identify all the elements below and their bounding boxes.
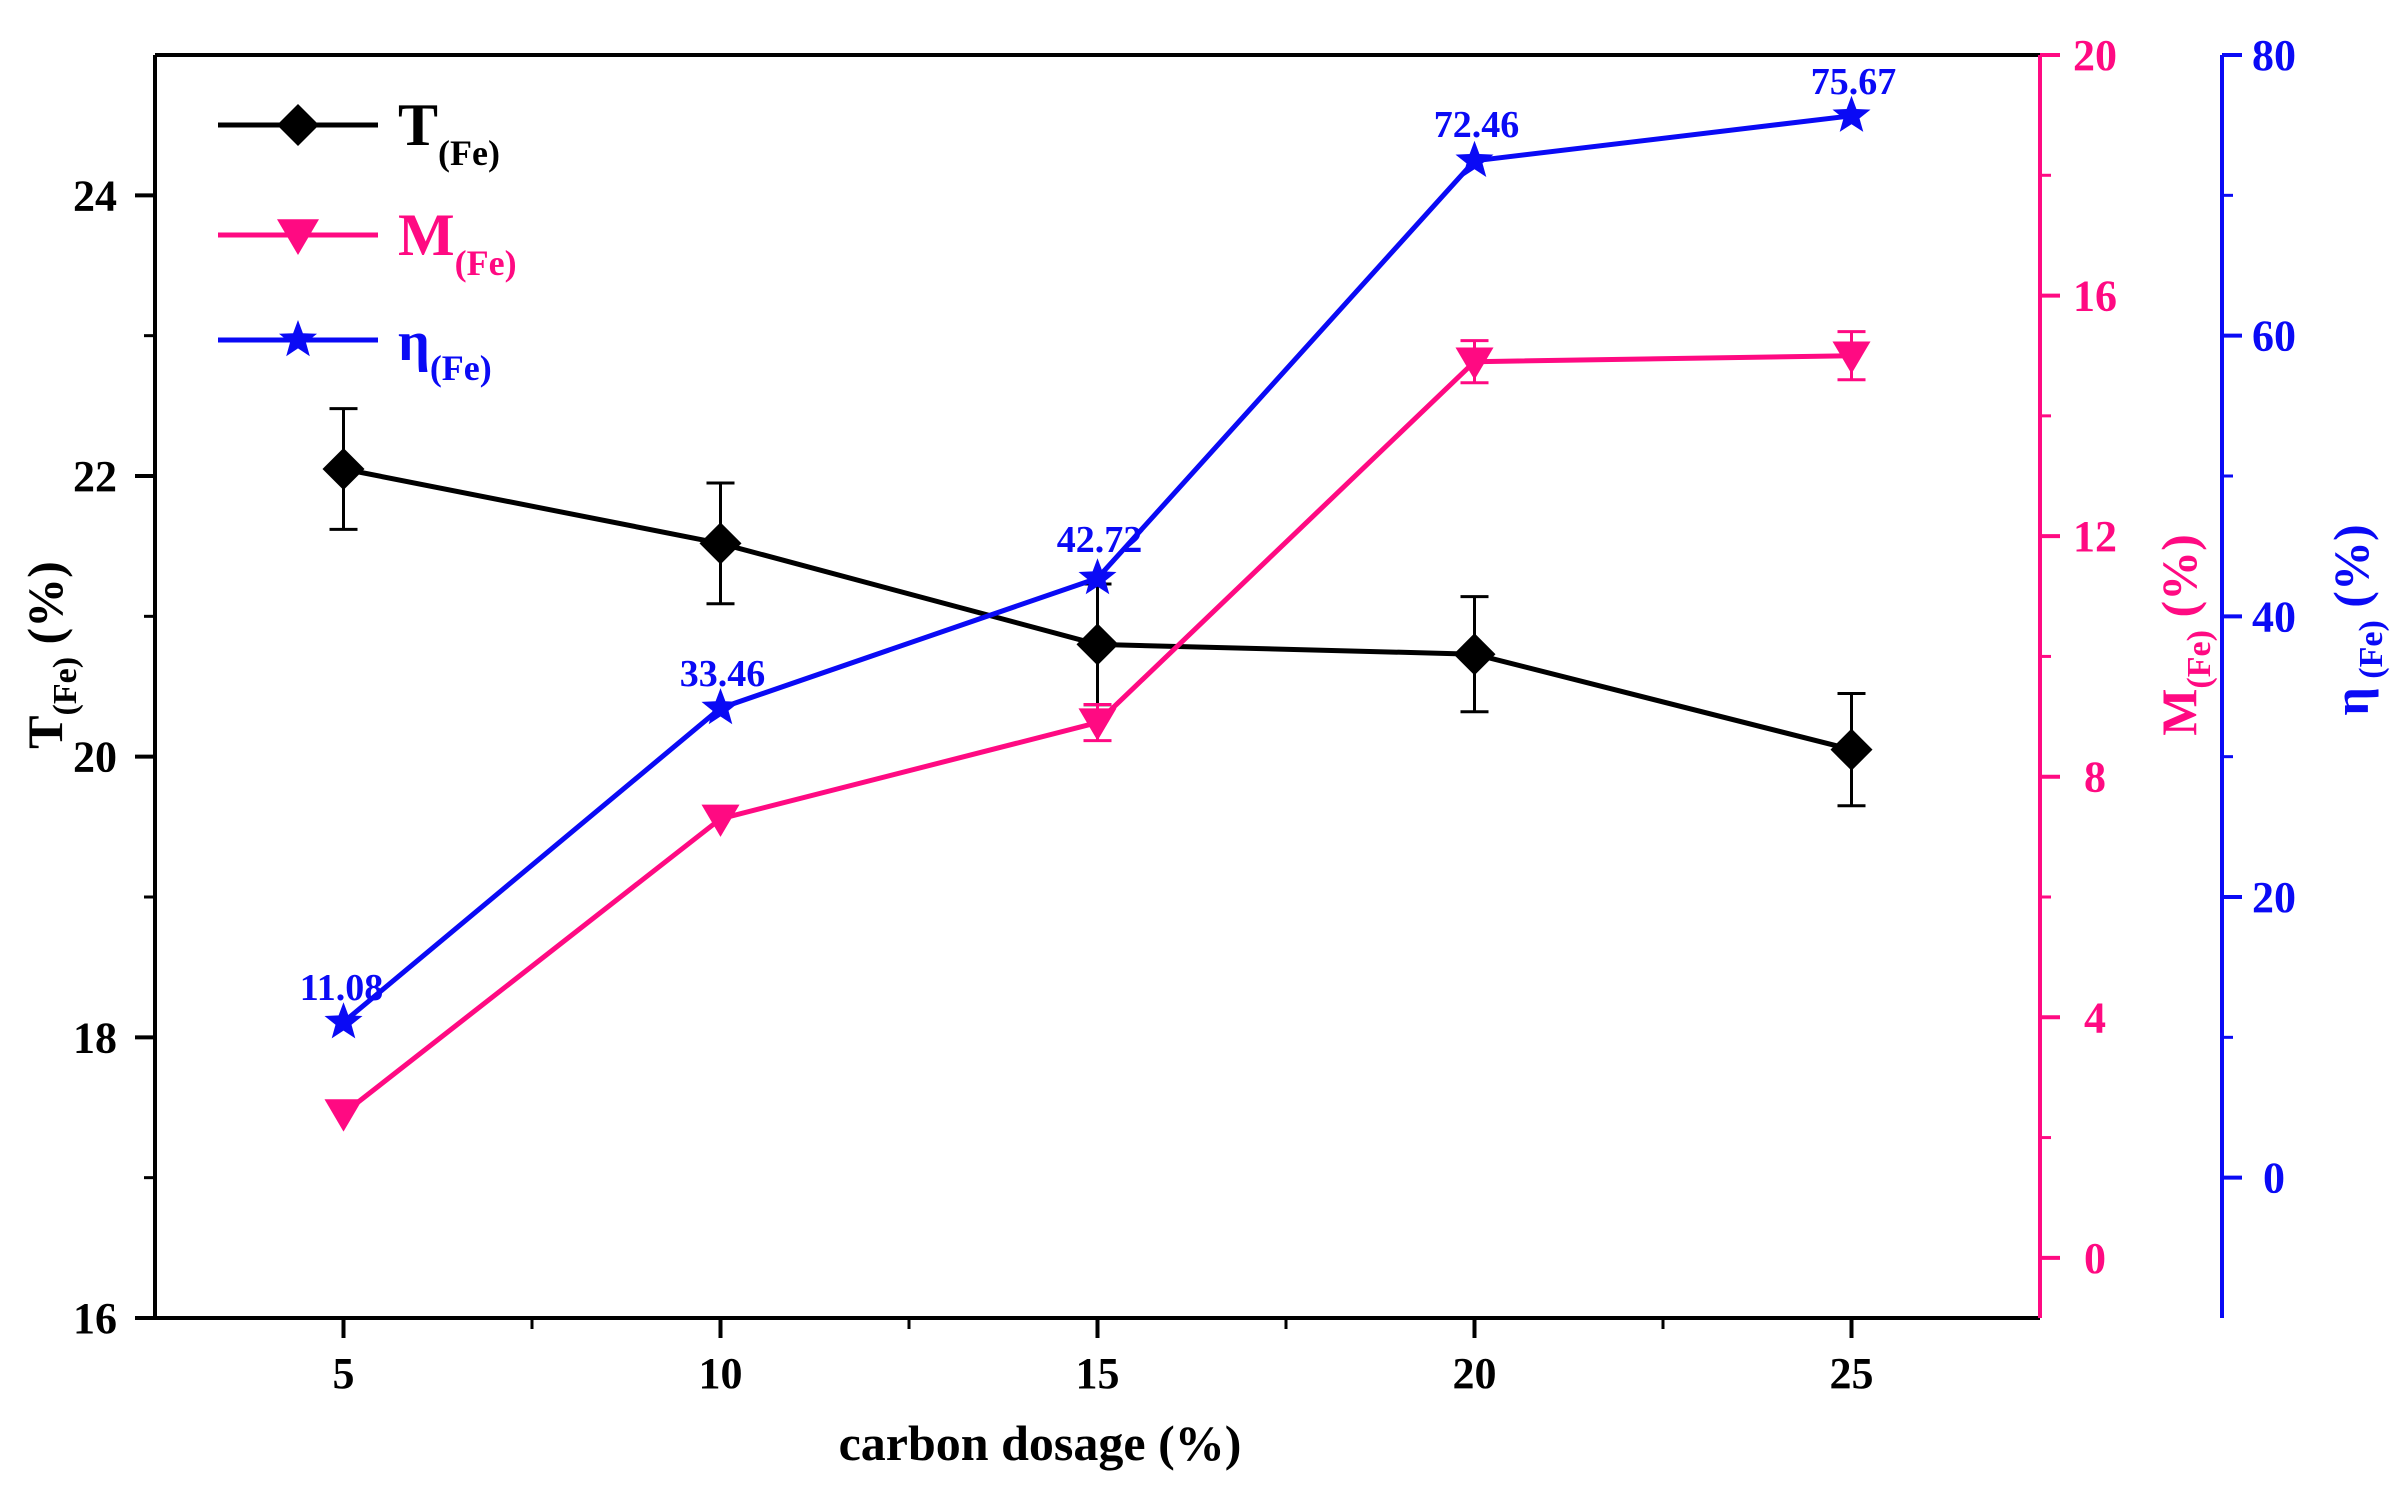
right-m-tick-label: 12 bbox=[2073, 512, 2117, 561]
left-tick-label: 18 bbox=[73, 1013, 117, 1062]
series-t bbox=[322, 407, 1873, 808]
legend-item-t: T(Fe) bbox=[218, 92, 500, 173]
right-m-tick-label: 8 bbox=[2084, 753, 2106, 802]
data-point bbox=[701, 688, 740, 725]
left-tick-label: 24 bbox=[73, 171, 117, 220]
legend-label: η(Fe) bbox=[398, 311, 492, 388]
x-tick-label: 25 bbox=[1830, 1349, 1874, 1398]
data-label: 75.67 bbox=[1811, 61, 1897, 103]
data-point bbox=[1078, 558, 1117, 595]
series-layer bbox=[322, 95, 1873, 1132]
right-m-tick-label: 0 bbox=[2084, 1234, 2106, 1283]
right-eta-tick-label: 80 bbox=[2252, 31, 2296, 80]
data-point bbox=[701, 804, 740, 837]
right-axis-eta-title: η (Fe) (%) bbox=[2323, 524, 2390, 715]
right-axis-m-title: M(Fe) (%) bbox=[2151, 534, 2218, 736]
legend-marker bbox=[277, 219, 319, 255]
right-m-tick-label: 20 bbox=[2073, 31, 2117, 80]
x-tick-label: 15 bbox=[1076, 1349, 1120, 1398]
legend-label: M(Fe) bbox=[398, 202, 517, 283]
x-axis-title: carbon dosage (%) bbox=[839, 1415, 1242, 1471]
data-point bbox=[1832, 95, 1871, 132]
x-tick-label: 10 bbox=[699, 1349, 743, 1398]
right-m-tick-label: 4 bbox=[2084, 993, 2106, 1042]
right-eta-tick-label: 20 bbox=[2252, 873, 2296, 922]
right-eta-tick-label: 0 bbox=[2263, 1154, 2285, 1203]
data-label: 33.46 bbox=[680, 653, 766, 695]
left-axis-title: T(Fe) (%) bbox=[17, 561, 84, 749]
left-tick-label: 22 bbox=[73, 452, 117, 501]
data-point bbox=[324, 1099, 363, 1132]
right-eta-tick-label: 60 bbox=[2252, 312, 2296, 361]
legend-item-eta: η(Fe) bbox=[218, 311, 492, 388]
data-point bbox=[699, 522, 742, 565]
data-point bbox=[1455, 140, 1494, 177]
data-label: 42.72 bbox=[1057, 519, 1143, 561]
series-m bbox=[324, 330, 1871, 1132]
data-point bbox=[324, 1002, 363, 1039]
x-tick-label: 20 bbox=[1453, 1349, 1497, 1398]
legend-item-m: M(Fe) bbox=[218, 202, 517, 283]
legend-label: T(Fe) bbox=[398, 92, 500, 173]
right-m-tick-label: 16 bbox=[2073, 272, 2117, 321]
data-label: 11.08 bbox=[300, 967, 383, 1009]
data-label: 72.46 bbox=[1434, 104, 1520, 146]
left-tick-label: 16 bbox=[73, 1294, 117, 1343]
series-eta bbox=[324, 95, 1871, 1039]
data-point bbox=[1453, 633, 1496, 676]
data-point bbox=[322, 447, 365, 490]
data-point bbox=[1076, 623, 1119, 666]
data-point bbox=[1455, 347, 1494, 380]
left-tick-label: 20 bbox=[73, 733, 117, 782]
x-tick-label: 5 bbox=[333, 1349, 355, 1398]
data-point bbox=[1830, 728, 1873, 771]
legend-marker bbox=[279, 320, 317, 357]
legend: T(Fe) M(Fe) η(Fe) bbox=[218, 92, 517, 388]
data-point bbox=[1078, 708, 1117, 741]
axes: 5 10 15 20 25 16 18 20 22 24 0 4 8 12 16 20 0 20 40 60 80 bbox=[73, 31, 2296, 1398]
axis-titles: carbon dosage (%) T(Fe) (%) M(Fe) (%) η (F… bbox=[17, 524, 2390, 1471]
legend-marker bbox=[277, 104, 319, 146]
data-point bbox=[1832, 341, 1871, 374]
data-labels: 11.08 33.46 42.72 72.46 75.67 bbox=[300, 61, 1896, 1009]
right-eta-tick-label: 40 bbox=[2252, 592, 2296, 641]
